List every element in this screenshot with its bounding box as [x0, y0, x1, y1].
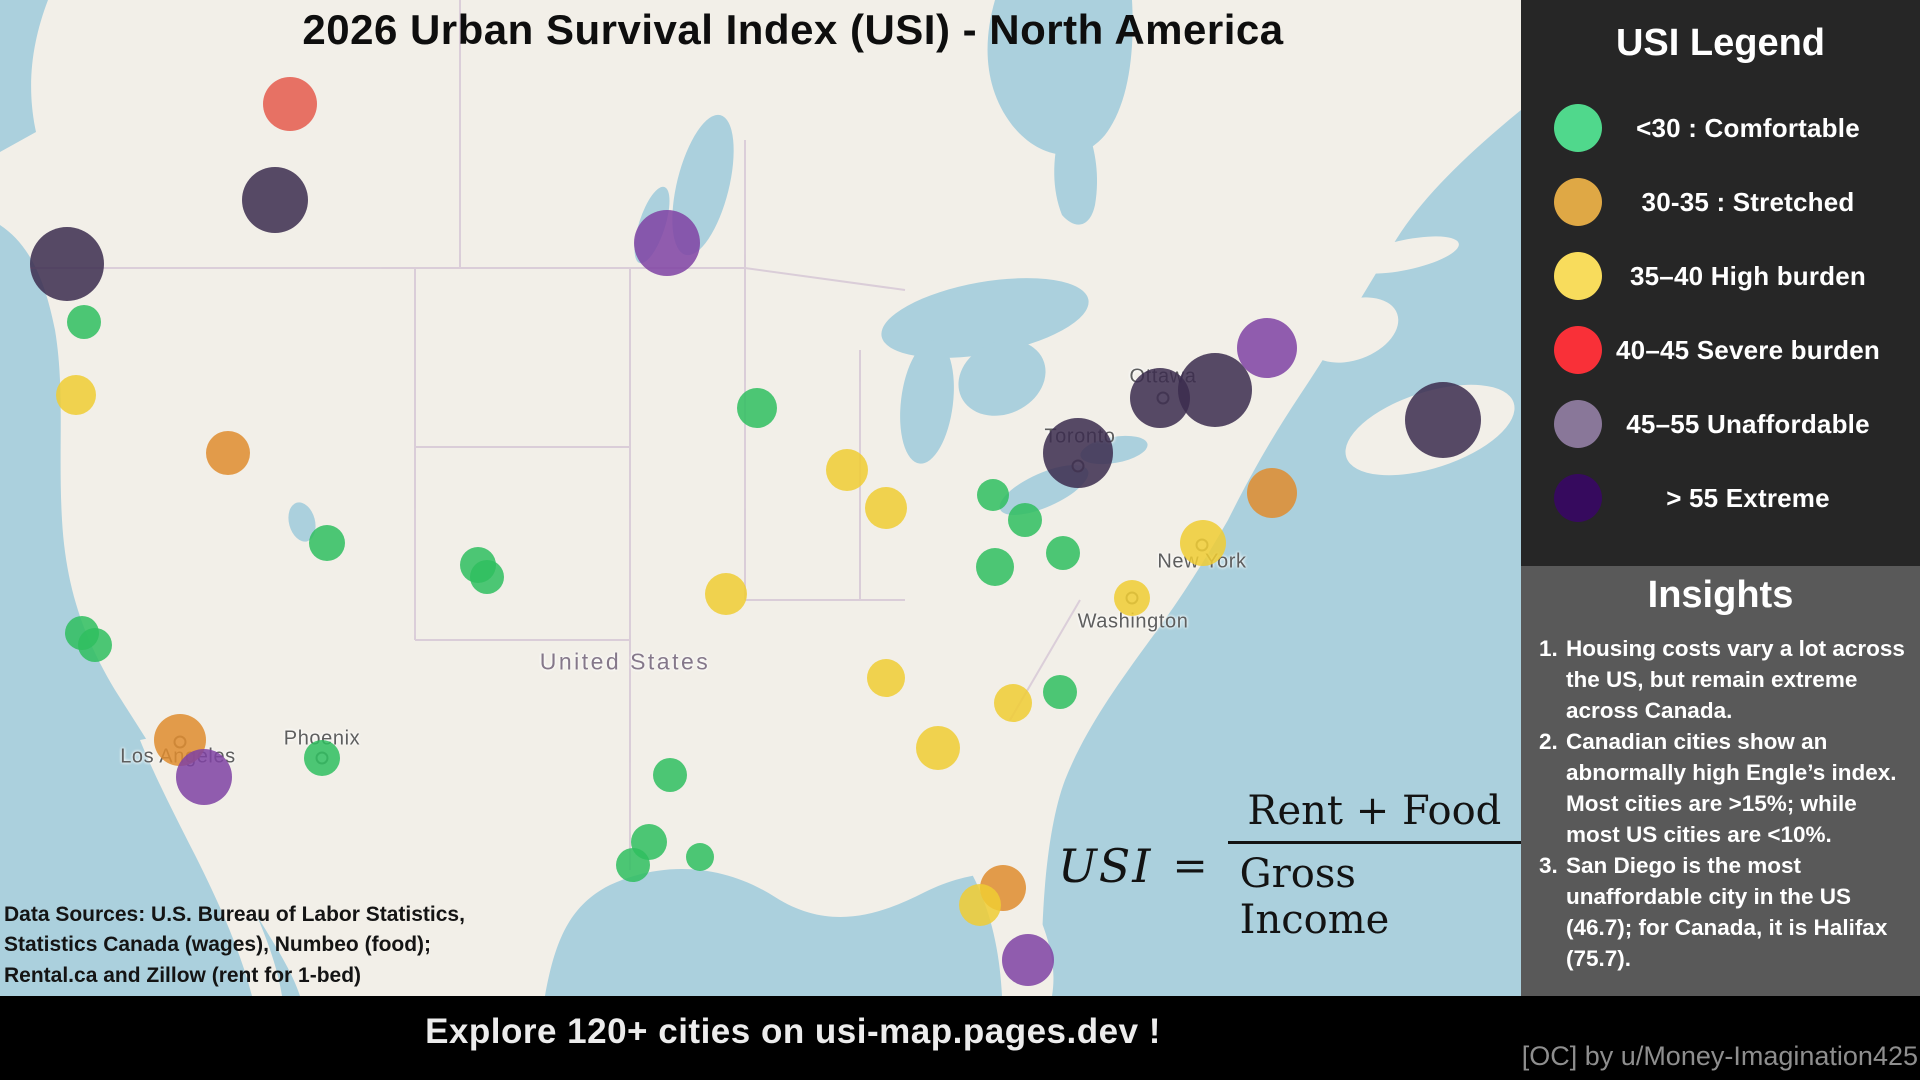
- city-marker-comfortable[interactable]: [470, 560, 504, 594]
- city-marker-comfortable[interactable]: [67, 305, 101, 339]
- city-marker-high[interactable]: [916, 726, 960, 770]
- city-marker-extreme[interactable]: [1405, 382, 1481, 458]
- city-marker-extreme[interactable]: [1043, 418, 1113, 488]
- city-marker-comfortable[interactable]: [976, 548, 1014, 586]
- data-sources-line: Rental.ca and Zillow (rent for 1-bed): [4, 963, 362, 987]
- legend-item-label: 40–45 Severe burden: [1616, 334, 1880, 365]
- city-marker-comfortable[interactable]: [309, 525, 345, 561]
- fraction-bar: [1227, 841, 1521, 844]
- legend-item-label: > 55 Extreme: [1666, 482, 1830, 513]
- city-marker-comfortable[interactable]: [653, 758, 687, 792]
- basemap-water-and-borders: [0, 0, 1521, 996]
- side-panel: USI Legend <30 : Comfortable 30-35 : Str…: [1521, 0, 1920, 996]
- legend-rows: <30 : Comfortable 30-35 : Stretched 35–4…: [1521, 91, 1920, 535]
- city-label: Washington: [1077, 610, 1189, 633]
- insights-panel: Insights Housing costs vary a lot across…: [1521, 566, 1920, 996]
- legend-item: 35–40 High burden: [1521, 239, 1920, 313]
- legend-item-label: 30-35 : Stretched: [1641, 186, 1855, 217]
- insights-title: Insights: [1647, 574, 1794, 616]
- legend-dot-comfortable: [1554, 104, 1602, 152]
- legend-panel: USI Legend <30 : Comfortable 30-35 : Str…: [1521, 0, 1920, 566]
- legend-item: <30 : Comfortable: [1521, 91, 1920, 165]
- formula-equals: =: [1172, 841, 1208, 890]
- city-marker-unaffordable[interactable]: [1002, 934, 1054, 986]
- legend-item: > 55 Extreme: [1521, 461, 1920, 535]
- city-marker-high[interactable]: [1180, 520, 1226, 566]
- data-sources-line: Statistics Canada (wages), Numbeo (food)…: [4, 933, 432, 957]
- legend-item-label: 35–40 High burden: [1629, 260, 1867, 291]
- city-marker-comfortable[interactable]: [686, 843, 714, 871]
- city-marker-high[interactable]: [865, 487, 907, 529]
- city-marker-comfortable[interactable]: [304, 740, 340, 776]
- city-marker-extreme[interactable]: [1178, 353, 1252, 427]
- data-sources-line: Data Sources: U.S. Bureau of Labor Stati…: [4, 903, 465, 926]
- legend-dot-stretched: [1554, 178, 1602, 226]
- city-marker-stretched[interactable]: [1247, 468, 1297, 518]
- formula-lhs: USI: [1058, 838, 1153, 893]
- city-marker-comfortable[interactable]: [737, 388, 777, 428]
- city-marker-high[interactable]: [826, 449, 868, 491]
- legend-dot-severe-burden: [1554, 326, 1602, 374]
- formula-denominator: Gross Income: [1239, 851, 1390, 943]
- insight-item: Canadian cities show an abnormally high …: [1564, 726, 1912, 850]
- city-marker-severe[interactable]: [263, 77, 317, 131]
- page-title: 2026 Urban Survival Index (USI) - North …: [302, 6, 1284, 53]
- city-marker-comfortable[interactable]: [977, 479, 1009, 511]
- city-marker-extreme[interactable]: [30, 227, 104, 301]
- legend-item-label: <30 : Comfortable: [1636, 112, 1860, 143]
- formula-numerator: Rent + Food: [1247, 788, 1502, 834]
- city-marker-high[interactable]: [959, 884, 1001, 926]
- country-label: United States: [539, 648, 711, 675]
- legend-dot-high-burden: [1554, 252, 1602, 300]
- legend-item: 40–45 Severe burden: [1521, 313, 1920, 387]
- legend-item: 30-35 : Stretched: [1521, 165, 1920, 239]
- city-marker-comfortable[interactable]: [616, 848, 650, 882]
- usi-formula: USI = Rent + Food Gross Income: [1058, 788, 1521, 943]
- city-marker-high[interactable]: [867, 659, 905, 697]
- city-marker-high[interactable]: [994, 684, 1032, 722]
- legend-title: USI Legend: [1615, 22, 1826, 64]
- legend-item-label: 45–55 Unaffordable: [1626, 408, 1870, 439]
- city-marker-high[interactable]: [1114, 580, 1150, 616]
- footer-cta: Explore 120+ cities on usi-map.pages.dev…: [425, 1012, 1161, 1051]
- footer-bar: Explore 120+ cities on usi-map.pages.dev…: [0, 996, 1920, 1080]
- city-marker-comfortable[interactable]: [1043, 675, 1077, 709]
- city-label: Phoenix: [283, 727, 361, 750]
- city-marker-high[interactable]: [56, 375, 96, 415]
- insights-list: Housing costs vary a lot across the US, …: [1531, 633, 1912, 974]
- city-marker-extreme[interactable]: [242, 167, 308, 233]
- legend-item: 45–55 Unaffordable: [1521, 387, 1920, 461]
- city-marker-unaffordable[interactable]: [176, 749, 232, 805]
- legend-dot-unaffordable: [1554, 400, 1602, 448]
- insight-item: San Diego is the most unaffordable city …: [1564, 850, 1912, 974]
- city-marker-high[interactable]: [705, 573, 747, 615]
- legend-dot-extreme: [1554, 474, 1602, 522]
- city-marker-unaffordable[interactable]: [1237, 318, 1297, 378]
- map-canvas: OttawaTorontoNew YorkWashingtonPhoenixLo…: [0, 0, 1521, 996]
- insight-item: Housing costs vary a lot across the US, …: [1564, 633, 1912, 726]
- city-marker-stretched[interactable]: [206, 431, 250, 475]
- footer-credit: [OC] by u/Money-Imagination425: [1521, 1041, 1918, 1071]
- city-marker-unaffordable[interactable]: [634, 210, 700, 276]
- formula-fraction: Rent + Food Gross Income: [1227, 788, 1521, 943]
- city-marker-comfortable[interactable]: [1046, 536, 1080, 570]
- city-marker-comfortable[interactable]: [78, 628, 112, 662]
- city-marker-comfortable[interactable]: [1008, 503, 1042, 537]
- data-sources: Data Sources: U.S. Bureau of Labor Stati…: [4, 900, 465, 991]
